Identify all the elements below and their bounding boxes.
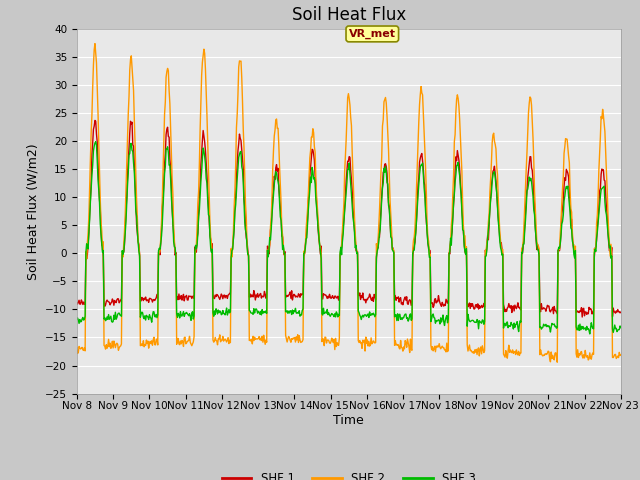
Line: SHF 2: SHF 2: [77, 44, 621, 362]
SHF 3: [83, 241, 90, 247]
SHF 3: [431, 320, 439, 326]
SHF 2: [73, 345, 81, 351]
Text: VR_met: VR_met: [349, 29, 396, 39]
SHF 3: [73, 316, 81, 322]
Line: SHF 3: SHF 3: [77, 142, 621, 334]
SHF 2: [223, 337, 231, 343]
SHF 2: [195, 189, 202, 194]
SHF 2: [140, 338, 147, 344]
SHF 2: [554, 360, 561, 365]
Y-axis label: Soil Heat Flux (W/m2): Soil Heat Flux (W/m2): [26, 143, 40, 279]
SHF 1: [195, 210, 202, 216]
SHF 2: [431, 349, 439, 355]
SHF 1: [91, 118, 99, 123]
SHF 3: [92, 139, 100, 144]
SHF 3: [416, 171, 424, 177]
SHF 3: [586, 331, 594, 337]
SHF 3: [617, 325, 625, 331]
SHF 3: [195, 214, 202, 219]
SHF 1: [579, 314, 586, 320]
Line: SHF 1: SHF 1: [77, 120, 621, 317]
SHF 1: [73, 300, 81, 306]
SHF 3: [223, 312, 231, 318]
SHF 2: [617, 352, 625, 358]
SHF 2: [91, 41, 99, 47]
SHF 1: [83, 256, 90, 262]
SHF 2: [83, 256, 90, 262]
Title: Soil Heat Flux: Soil Heat Flux: [292, 6, 406, 24]
SHF 1: [140, 298, 147, 303]
Legend: SHF 1, SHF 2, SHF 3: SHF 1, SHF 2, SHF 3: [217, 468, 481, 480]
SHF 1: [223, 296, 231, 301]
SHF 3: [140, 314, 147, 320]
SHF 1: [431, 296, 439, 301]
SHF 1: [617, 309, 625, 315]
SHF 2: [416, 102, 424, 108]
X-axis label: Time: Time: [333, 414, 364, 427]
SHF 1: [416, 159, 424, 165]
